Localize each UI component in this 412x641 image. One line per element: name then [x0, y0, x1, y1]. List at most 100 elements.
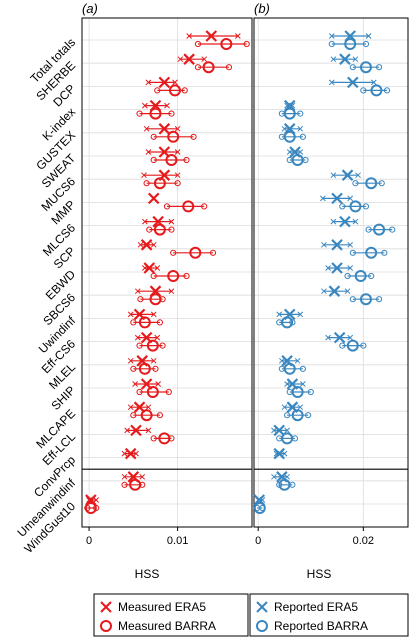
legendB-label-1: Reported BARRA — [274, 619, 368, 633]
marker-cross-b-b-7 — [331, 192, 343, 205]
cap-circle-b-0-0 — [328, 40, 335, 48]
cap-cross2-b-15-1 — [300, 381, 306, 387]
marker-cross-b-a-9 — [140, 239, 153, 251]
xtick-label-b-1: 0.02 — [353, 535, 374, 547]
cap-circle-a-16-0 — [130, 412, 137, 419]
cap-circle-b-6-1 — [378, 180, 385, 187]
marker-circle-a-12 — [138, 316, 151, 329]
legendA-label-1: Measured BARRA — [118, 619, 216, 633]
cap-circle-a-17-0 — [150, 435, 157, 442]
marker-cross-b-b-19 — [276, 471, 288, 483]
cap-circle-b-7-1 — [362, 203, 370, 210]
cap-circle-a-5-0 — [150, 156, 157, 164]
marker-circle-a-2 — [168, 84, 181, 97]
cap-cross2-b-5-0 — [286, 149, 293, 155]
cap-circle-b-9-0 — [349, 249, 356, 256]
marker-cross-b-a-5 — [158, 146, 171, 158]
cap-circle-b-9-1 — [381, 249, 388, 256]
legend-measured: Measured ERA5 Measured BARRA — [93, 593, 249, 637]
cap-circle-a-7-1 — [201, 203, 208, 210]
marker-circle-b-16 — [291, 409, 304, 422]
cap-circle-a-6-1 — [174, 180, 181, 187]
marker-cross-b-a-7 — [147, 192, 160, 205]
marker-cross-b-b-20 — [253, 494, 266, 506]
marker-circle-b-10 — [354, 270, 367, 282]
cap-cross2-a-11-0 — [134, 288, 141, 295]
cap-circle-a-15-1 — [165, 388, 172, 396]
cap-cross2-a-13-0 — [134, 334, 141, 341]
marker-circle-b-0 — [344, 38, 357, 50]
cap-cross2-b-11-0 — [321, 288, 327, 295]
cap-cross2-a-1-0 — [177, 56, 184, 63]
cap-cross2-a-9-1 — [150, 241, 157, 248]
cap-cross2-a-20-0 — [86, 497, 92, 503]
marker-circle-b-3 — [283, 107, 296, 120]
cap-cross2-b-10-0 — [325, 265, 331, 271]
marker-circle-b-11 — [359, 293, 372, 306]
cap-circle-a-3-0 — [136, 110, 143, 117]
legend-reported: Reported ERA5 Reported BARRA — [249, 593, 409, 637]
cap-cross2-b-9-1 — [347, 241, 354, 248]
marker-cross-b-a-18 — [124, 447, 137, 460]
cap-cross2-a-11-1 — [168, 288, 175, 295]
cap-circle-b-8-0 — [365, 226, 372, 233]
marker-circle-b-7 — [349, 200, 362, 213]
marker-circle-a-19 — [129, 478, 142, 491]
marker-circle-b-2 — [370, 84, 383, 97]
cap-cross2-a-0-0 — [186, 33, 192, 39]
cap-circle-a-8-1 — [168, 226, 175, 233]
marker-cross-b-b-13 — [333, 331, 346, 344]
cap-circle-b-3-1 — [297, 110, 304, 117]
cap-cross2-a-4-1 — [174, 125, 181, 132]
marker-circle-b-5 — [291, 154, 304, 166]
marker-cross-b-a-4 — [158, 123, 171, 135]
marker-circle-a-6 — [153, 177, 166, 190]
cap-cross2-b-5-1 — [297, 149, 304, 155]
cap-cross2-b-10-1 — [347, 265, 354, 271]
cap-cross2-b-4-1 — [297, 125, 304, 132]
cap-cross2-a-10-1 — [154, 265, 161, 271]
cap-cross2-a-17-0 — [124, 427, 131, 434]
cap-circle-b-16-0 — [284, 412, 291, 419]
cap-circle-a-11-0 — [137, 296, 144, 303]
marker-circle-a-5 — [165, 154, 178, 166]
cap-circle-a-12-1 — [156, 319, 164, 326]
cap-cross2-b-0-0 — [328, 33, 335, 39]
cap-circle-a-16-1 — [156, 412, 164, 419]
cap-cross2-a-20-1 — [93, 497, 100, 503]
marker-circle-b-20 — [253, 502, 266, 514]
cap-circle-b-15-1 — [307, 388, 314, 396]
cap-cross2-b-1-1 — [352, 56, 359, 63]
marker-cross-b-b-9 — [331, 239, 343, 251]
cap-circle-a-9-1 — [209, 249, 217, 256]
cap-cross2-a-12-1 — [150, 311, 157, 318]
cap-cross2-b-12-1 — [297, 311, 304, 318]
marker-circle-a-13 — [146, 339, 159, 352]
marker-cross-b-b-5 — [289, 146, 301, 158]
cap-cross2-b-1-0 — [330, 56, 337, 63]
cap-circle-a-15-0 — [136, 388, 143, 396]
cap-cross2-b-8-0 — [330, 218, 337, 225]
legendB-marker-0b — [256, 601, 268, 613]
cap-circle-b-2-0 — [360, 87, 367, 94]
panel-a: 0 0.01 — [81, 17, 253, 547]
marker-cross-b-a-17 — [130, 424, 142, 437]
cap-cross2-b-6-0 — [330, 172, 337, 179]
marker-cross-b-a-12 — [133, 308, 146, 321]
cap-circle-b-7-0 — [339, 203, 346, 210]
cap-circle-a-9-0 — [170, 249, 177, 256]
cap-circle-a-2-1 — [181, 87, 188, 94]
marker-circle-a-10 — [167, 270, 180, 282]
cap-cross2-b-4-0 — [281, 125, 288, 132]
marker-cross-b-b-2 — [347, 76, 359, 89]
xtick-label-b-0: 0 — [255, 535, 261, 547]
marker-circle-b-8 — [373, 223, 386, 236]
cap-circle-a-6-0 — [143, 180, 150, 187]
marker-circle-b-13 — [346, 339, 359, 352]
cap-cross2-b-8-1 — [352, 218, 359, 225]
cap-cross2-a-13-1 — [154, 334, 161, 341]
legendA-frame — [93, 593, 249, 637]
legendB-marker-1 — [256, 620, 268, 632]
marker-circle-a-11 — [149, 293, 162, 306]
cap-circle-a-13-1 — [159, 342, 166, 349]
